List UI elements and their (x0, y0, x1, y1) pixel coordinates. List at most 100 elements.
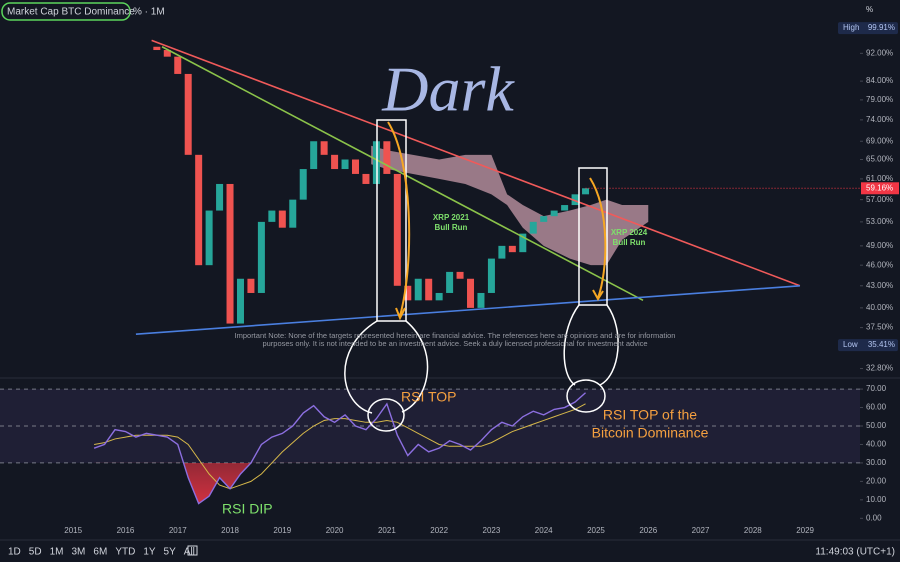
y-tick-label: 0.00 (866, 513, 882, 522)
x-tick-label: 2022 (430, 526, 448, 535)
candle-body (561, 205, 569, 211)
unit-label: % (866, 5, 873, 14)
candle-body (226, 183, 234, 324)
candle-body (278, 210, 286, 228)
candle-body (582, 188, 590, 195)
range-button[interactable]: All (184, 547, 195, 558)
candle-body (393, 173, 401, 286)
range-button[interactable]: 5Y (164, 547, 177, 558)
annotation: RSI TOP of the (603, 407, 697, 423)
connector (344, 320, 378, 414)
x-tick-label: 2028 (744, 526, 762, 535)
interval: % · 1M (133, 7, 165, 18)
y-tick-label: 30.00 (866, 458, 887, 467)
y-tick-label: 40.00 (866, 440, 887, 449)
annotation: Bitcoin Dominance (592, 425, 709, 441)
last-price-label: 59.16% (866, 183, 893, 192)
candle-body (477, 292, 485, 308)
y-tick-label: 43.00% (866, 281, 893, 290)
candle-body (310, 141, 318, 170)
range-button[interactable]: 1D (8, 547, 21, 558)
rsi-band (0, 389, 860, 463)
annotation: RSI DIP (222, 501, 273, 517)
x-tick-label: 2021 (378, 526, 396, 535)
range-button[interactable]: 5D (29, 547, 42, 558)
clock: 11:49:03 (UTC+1) (815, 547, 895, 558)
oval (367, 398, 405, 432)
range-button[interactable]: 1Y (143, 547, 156, 558)
note: Important Note: None of the targets repr… (235, 331, 676, 340)
x-tick-label: 2017 (169, 526, 187, 535)
connector (599, 304, 619, 386)
arrow-head (395, 307, 406, 321)
y-tick-label: 69.00% (866, 136, 893, 145)
x-tick-label: 2026 (639, 526, 657, 535)
calendar-icon[interactable] (187, 545, 198, 556)
candle-body (205, 210, 213, 266)
range-button[interactable]: 6M (93, 547, 107, 558)
candle-body (320, 141, 328, 155)
candle-body (331, 154, 339, 170)
candle-body (341, 159, 349, 170)
price-badge-label: 99.91% (868, 23, 895, 32)
rsi-dip-fill (94, 462, 586, 504)
candle-body (425, 278, 433, 301)
overlay-title: Dark (381, 54, 515, 125)
rsi-pane: 70.00 60.00 50.00 40.00 30.00 20.00 10.00 0.00 (0, 377, 900, 522)
candle-body (467, 278, 475, 308)
x-tick-label: 2023 (483, 526, 501, 535)
candle-body (508, 245, 516, 253)
candle-body (216, 183, 224, 211)
candle-body (498, 245, 506, 259)
annotation: Bull Run (435, 223, 468, 232)
x-tick-label: 2018 (221, 526, 239, 535)
x-tick-label: 2024 (535, 526, 553, 535)
candle-body (153, 46, 161, 51)
symbol[interactable]: Market Cap BTC Dominance (7, 7, 135, 18)
symbol-box[interactable] (1, 2, 131, 21)
arrow (387, 121, 411, 317)
y-tick-label: 46.00% (866, 260, 893, 269)
y-tick-label: 57.00% (866, 195, 893, 204)
candle-body (435, 292, 443, 301)
y-tick-label: 10.00 (866, 495, 887, 504)
connector (401, 320, 429, 413)
y-tick-label: 74.00% (866, 115, 893, 124)
y-tick-label: 92.00% (866, 48, 893, 57)
range-button[interactable]: YTD (115, 547, 135, 558)
trend-line (135, 284, 800, 335)
candle-body (519, 233, 527, 253)
oval (566, 379, 606, 413)
price-scale (860, 0, 900, 540)
trend-line (161, 46, 644, 302)
candle-body (352, 159, 360, 174)
box (578, 167, 608, 306)
candle-body (289, 199, 297, 228)
arrow (589, 177, 607, 299)
x-tick-label: 2019 (273, 526, 291, 535)
range-button[interactable]: 1M (50, 547, 64, 558)
candle-body (446, 271, 454, 293)
candle-body (195, 154, 203, 266)
candle-body (404, 285, 412, 301)
annotation: XRP 2021 (433, 213, 470, 222)
arrow-head (592, 289, 604, 301)
candle-body (362, 173, 370, 184)
price-badge (838, 339, 898, 352)
candle-body (383, 141, 391, 174)
drawings (344, 119, 619, 432)
annotation: XRP 2024 (611, 228, 648, 237)
y-tick-label: 79.00% (866, 95, 893, 104)
price-badge (838, 22, 898, 35)
candle-body (487, 258, 495, 293)
rsi-line (93, 392, 586, 505)
x-tick-label: 2029 (796, 526, 814, 535)
y-tick-label: 70.00 (866, 384, 887, 393)
y-tick-label: 37.50% (866, 323, 893, 332)
candle-body (529, 221, 537, 234)
candle-body (174, 56, 182, 74)
range-button[interactable]: 3M (72, 547, 86, 558)
price-badge-name: High (843, 23, 859, 32)
